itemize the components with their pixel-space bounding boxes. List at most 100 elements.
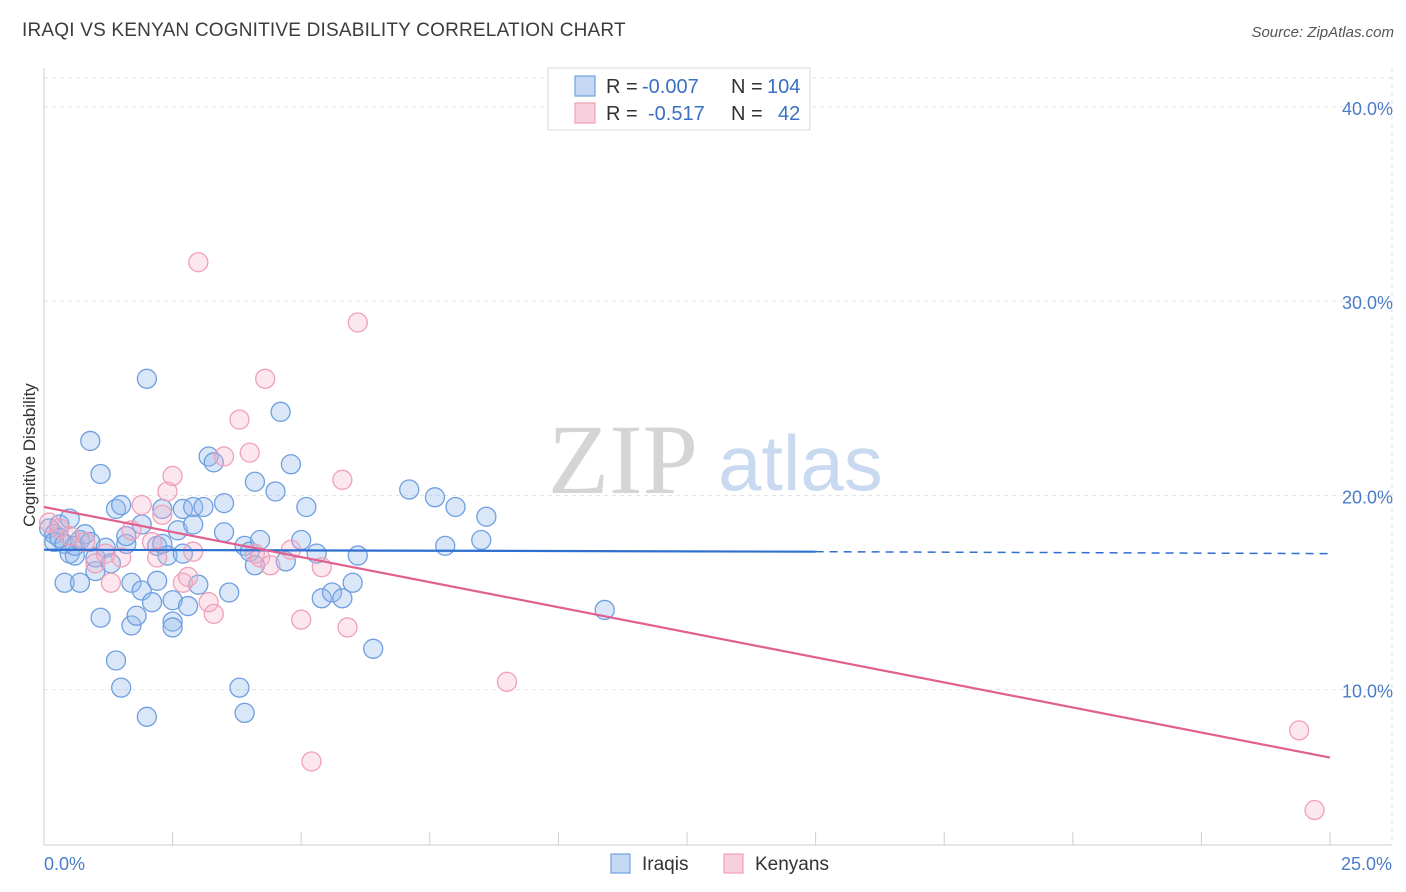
bottom-legend: Iraqis Kenyans xyxy=(610,853,829,875)
iraqi-point xyxy=(183,514,204,535)
kenyan-point xyxy=(183,541,204,562)
iraqi-point xyxy=(111,494,132,516)
kenyan-point xyxy=(38,512,60,533)
iraqi-point xyxy=(296,496,317,518)
kenyan-point xyxy=(100,572,122,593)
iraqi-point xyxy=(121,615,142,636)
iraqi-point xyxy=(126,605,147,626)
iraqi-point xyxy=(399,479,420,500)
iraqi-point xyxy=(270,401,291,422)
iraqi-point xyxy=(141,592,163,613)
iraqi-trend-line xyxy=(43,548,816,553)
iraqi-point xyxy=(147,570,168,591)
iraqi-point xyxy=(213,522,235,543)
kenyan-point xyxy=(152,504,173,525)
kenyan-point xyxy=(213,446,235,467)
kenyan-point xyxy=(59,525,80,547)
kenyan-point xyxy=(496,671,518,692)
iraqi-point xyxy=(471,529,492,551)
iraqi-point xyxy=(229,677,250,698)
kenyan-point xyxy=(239,442,260,463)
iraqi-point xyxy=(363,638,384,659)
iraqi-point xyxy=(54,572,75,593)
iraqi-point xyxy=(90,607,111,628)
iraqi-point xyxy=(136,706,158,727)
kenyan-point xyxy=(131,494,152,516)
iraqi-point xyxy=(172,498,194,520)
iraqi-point xyxy=(275,551,296,572)
iraqi-point xyxy=(203,452,224,473)
iraqi-point xyxy=(183,496,204,518)
kenyan-point xyxy=(291,609,312,630)
kenyan-point xyxy=(203,603,224,624)
iraqi-point xyxy=(69,572,91,593)
kenyan-point xyxy=(255,368,276,389)
x-tick-label-max: 25.0% xyxy=(1341,854,1392,874)
legend-n-kenyan: 42 xyxy=(778,103,800,125)
legend-n-label-kenyan: N = xyxy=(731,103,763,125)
iraqi-point xyxy=(162,617,183,638)
iraqi-point xyxy=(435,535,456,557)
kenyan-point xyxy=(347,312,368,333)
kenyan-point xyxy=(198,592,219,613)
y-tick-label: 40.0% xyxy=(1342,99,1393,119)
iraqi-point xyxy=(172,543,194,564)
y-tick-label: 10.0% xyxy=(1342,682,1393,702)
data-points xyxy=(38,252,1325,821)
kenyan-point xyxy=(188,252,209,273)
bottom-legend-swatch-kenyan xyxy=(723,853,744,874)
y-tick-label: 30.0% xyxy=(1342,293,1393,313)
iraqi-point xyxy=(131,580,152,601)
iraqi-point xyxy=(311,588,332,609)
watermark-zip: ZIP xyxy=(548,404,698,515)
x-tick-label-min: 0.0% xyxy=(44,854,85,874)
iraqi-point xyxy=(90,463,111,485)
bottom-legend-swatch-iraqi xyxy=(610,853,631,874)
iraqi-point xyxy=(244,471,266,492)
kenyan-point xyxy=(301,751,322,772)
iraqi-point xyxy=(321,582,343,603)
kenyan-point xyxy=(177,566,199,588)
iraqi-point xyxy=(162,611,183,632)
iraqi-point xyxy=(213,492,235,514)
iraqi-point xyxy=(332,588,353,609)
iraqi-point xyxy=(80,531,101,553)
kenyan-point xyxy=(229,409,250,430)
iraqi-trend-extension xyxy=(815,550,1331,555)
iraqi-point xyxy=(136,368,158,389)
kenyan-point xyxy=(157,481,178,502)
kenyan-point xyxy=(332,469,353,490)
iraqi-point xyxy=(280,454,302,475)
iraqi-point xyxy=(111,677,132,698)
iraqi-point xyxy=(265,481,286,502)
iraqi-point xyxy=(188,574,209,595)
bottom-legend-kenyan: Kenyans xyxy=(755,854,829,875)
legend: R = -0.007 N = 104 R = -0.517 N = 42 xyxy=(547,67,811,131)
kenyan-point xyxy=(111,547,132,568)
tick-labels: 10.0% 20.0% 30.0% 40.0% 0.0% 25.0% xyxy=(44,99,1393,874)
trend-lines xyxy=(43,505,1331,759)
legend-r-kenyan: -0.517 xyxy=(648,103,705,125)
kenyan-point xyxy=(1304,799,1325,821)
y-axis-label: Cognitive Disability xyxy=(20,383,39,527)
iraqi-point xyxy=(105,650,127,671)
iraqi-point xyxy=(342,572,363,593)
iraqi-point xyxy=(80,430,101,452)
iraqi-point xyxy=(177,595,199,617)
legend-n-iraqi: 104 xyxy=(767,76,800,98)
iraqi-point xyxy=(95,537,116,558)
kenyan-point xyxy=(49,518,70,539)
bottom-legend-iraqi: Iraqis xyxy=(642,854,688,875)
source-label: Source: ZipAtlas.com xyxy=(1251,24,1394,41)
kenyan-point xyxy=(1288,720,1310,741)
kenyan-point xyxy=(75,531,96,553)
kenyan-point xyxy=(147,547,168,568)
legend-r-label-kenyan: R = xyxy=(606,103,638,125)
kenyan-point xyxy=(260,555,281,576)
grid-lines xyxy=(44,68,1393,845)
iraqi-point xyxy=(347,545,368,566)
iraqi-point xyxy=(234,702,255,724)
legend-swatch-iraqi xyxy=(574,75,596,97)
iraqi-point xyxy=(424,487,446,508)
